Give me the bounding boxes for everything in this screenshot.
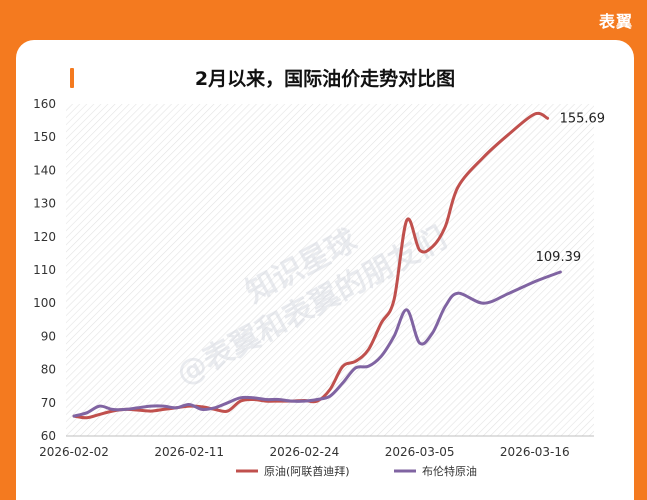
series-line-2 (72, 270, 562, 418)
x-axis-ticks: 2026-02-02 2026-02-11 2026-02-24 2026-03-05… (39, 445, 570, 459)
y-tick-label: 160 (33, 97, 56, 111)
y-tick-label: 60 (41, 429, 56, 443)
chart-title: 2月以来，国际油价走势对比图 (194, 68, 456, 90)
y-tick-label: 90 (41, 329, 56, 343)
line-chart: @表翼和表翼的朋友们 知识星球 607080901001101201301401… (33, 97, 605, 478)
x-tick-label: 2026-02-24 (270, 445, 340, 459)
y-tick-label: 120 (33, 230, 56, 244)
end-value-label-1: 155.69 (560, 111, 606, 126)
x-tick-label: 2026-03-05 (385, 445, 455, 459)
y-tick-label: 140 (33, 163, 56, 177)
y-tick-label: 110 (33, 263, 56, 277)
y-tick-label: 70 (41, 396, 56, 410)
y-tick-label: 80 (41, 363, 56, 377)
y-tick-label: 130 (33, 197, 56, 211)
plot-area (66, 104, 594, 436)
x-tick-label: 2026-03-16 (500, 445, 570, 459)
legend: 原油(阿联酋迪拜) 布伦特原油 (236, 464, 477, 478)
y-tick-label: 150 (33, 130, 56, 144)
legend-label-2: 布伦特原油 (422, 464, 477, 478)
series-lines (72, 111, 562, 420)
x-tick-label: 2026-02-02 (39, 445, 109, 459)
brand-logo: 表翼 (598, 12, 633, 31)
end-labels: 155.69 109.39 (536, 111, 605, 265)
x-tick-label: 2026-02-11 (154, 445, 224, 459)
chart-card: 2月以来，国际油价走势对比图 @表翼和表翼的朋友们 知识星球 60 70 80 90 1… (16, 40, 634, 500)
legend-label-1: 原油(阿联酋迪拜) (264, 464, 350, 478)
end-value-label-2: 109.39 (536, 250, 582, 265)
y-tick-label: 100 (33, 296, 56, 310)
title-accent-bar (70, 68, 74, 88)
y-axis-ticks: 60 70 80 90 100 110 120 130 140 150 160 (33, 97, 56, 443)
